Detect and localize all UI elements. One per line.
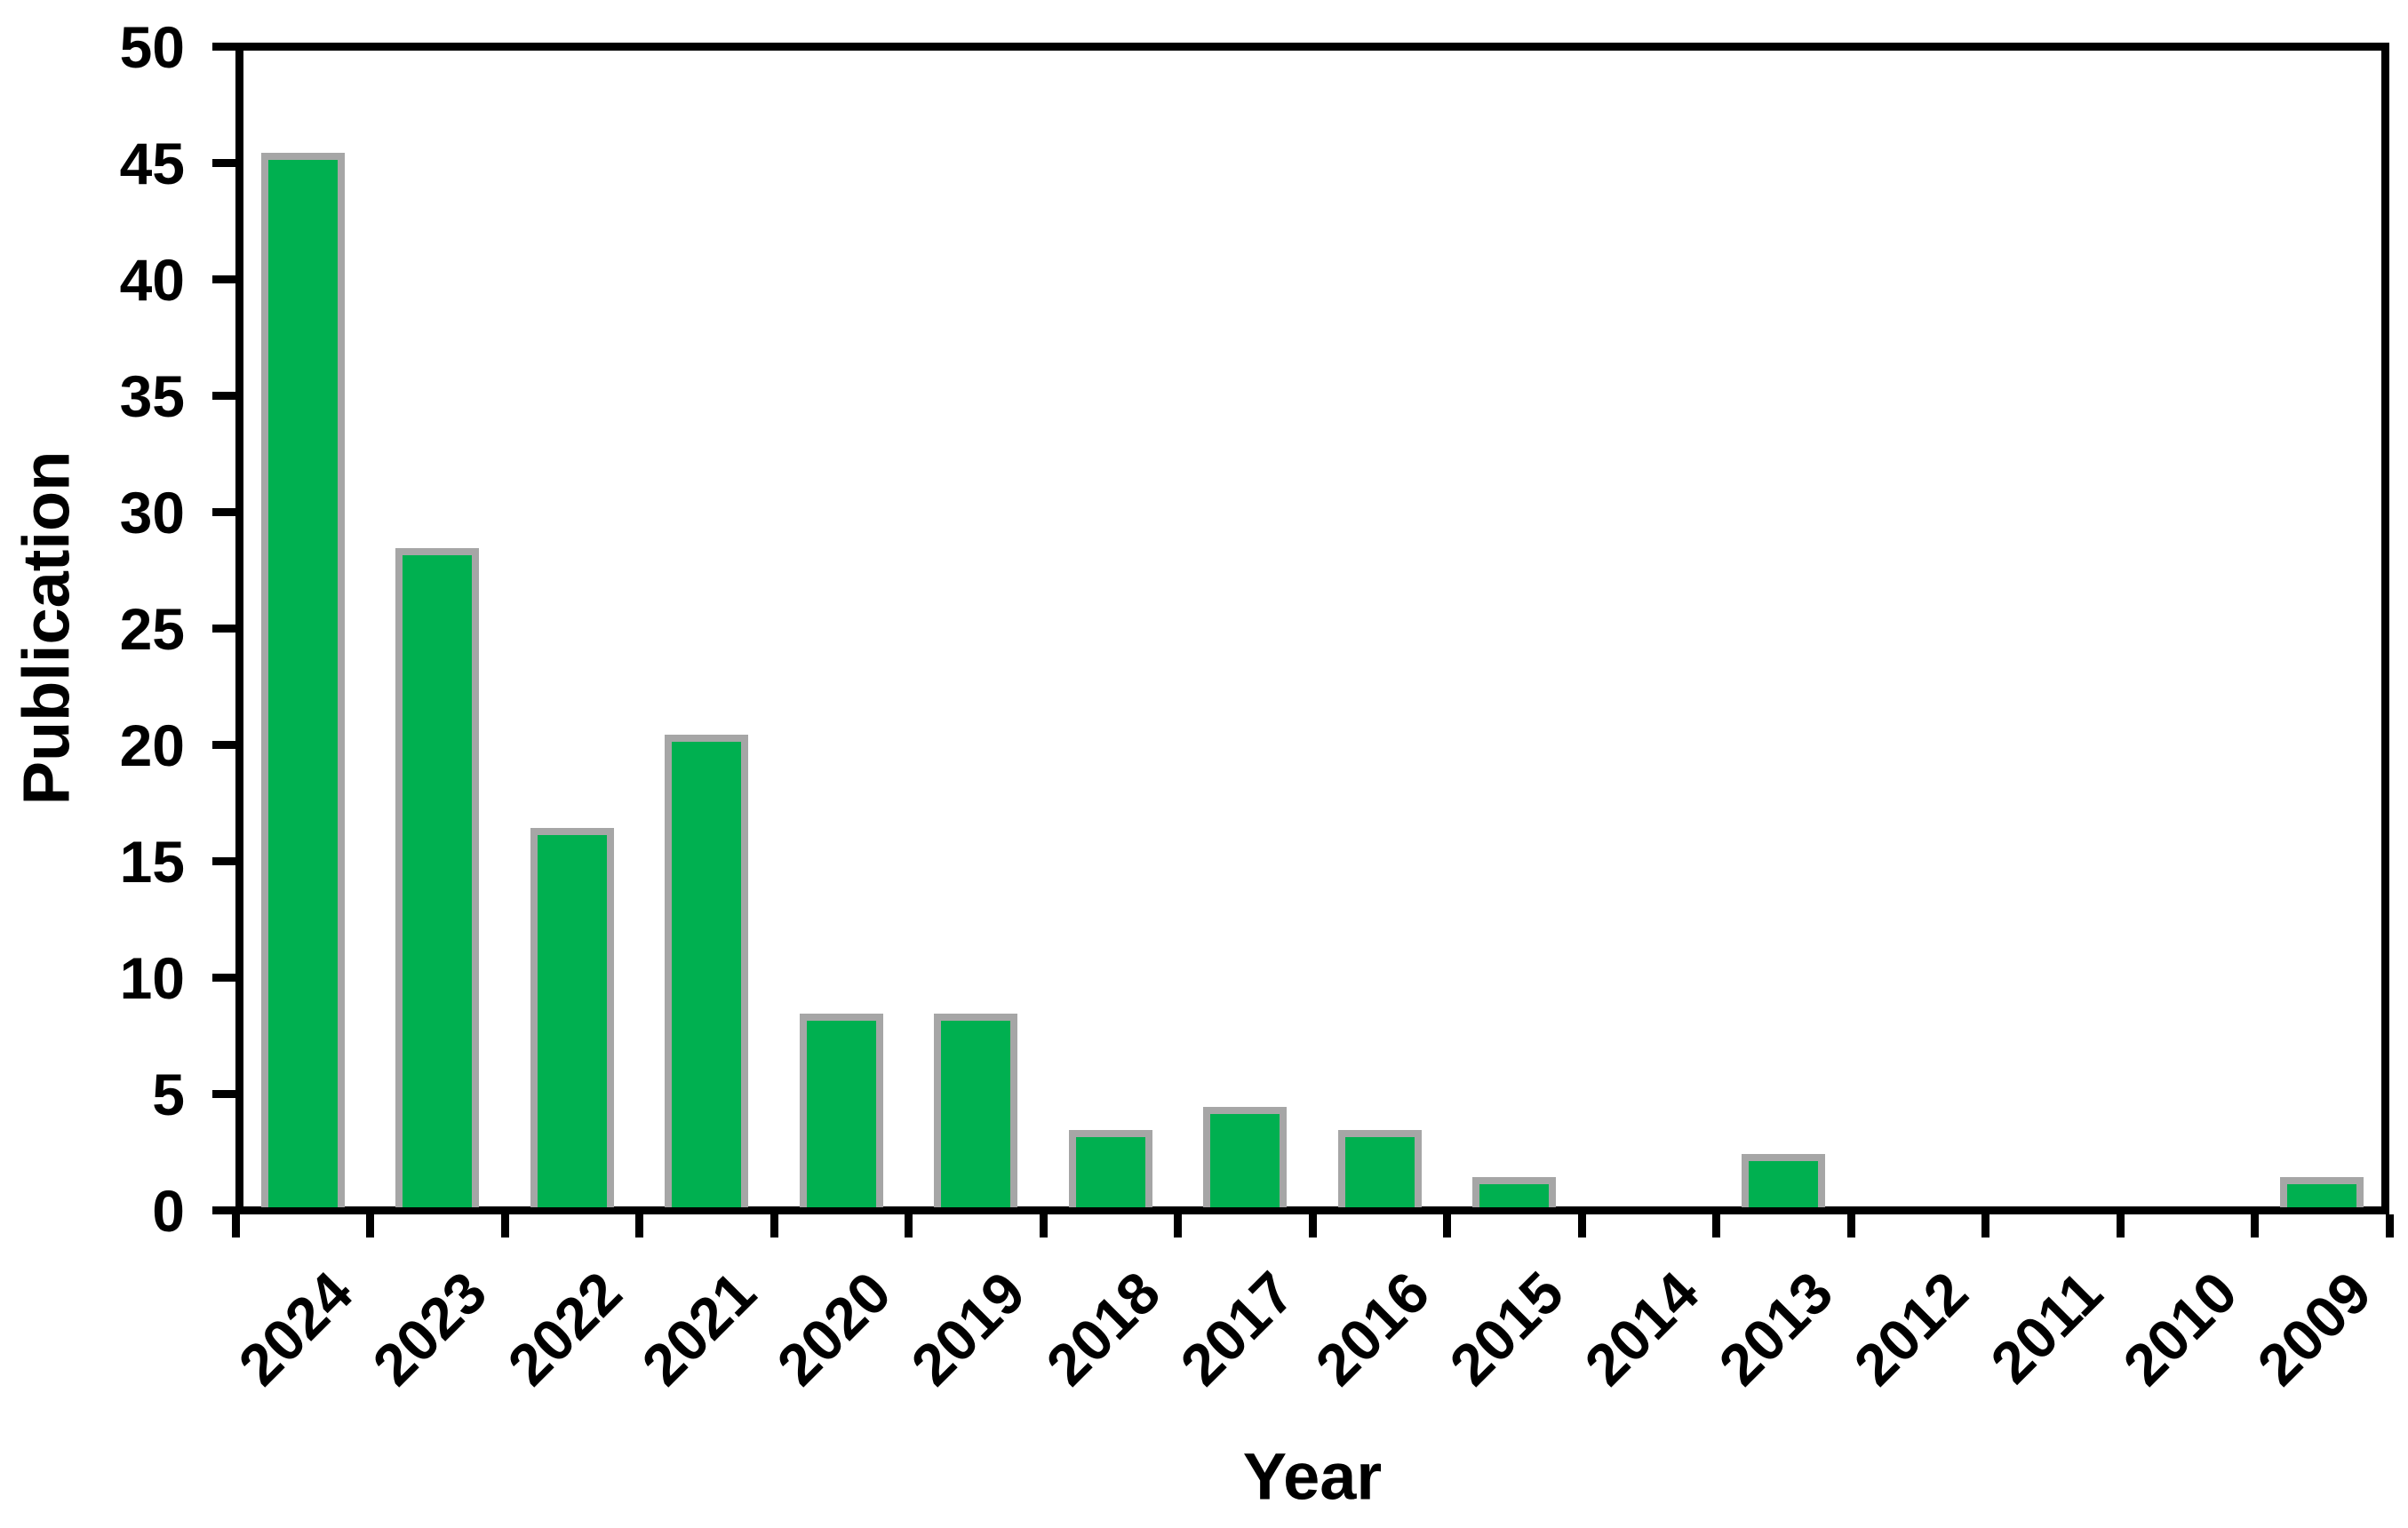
x-tick-mark-9	[1443, 1214, 1451, 1238]
y-tick-mark-40	[212, 275, 235, 283]
x-tick-label-2014: 2014	[1572, 1259, 1711, 1398]
x-tick-mark-15	[2251, 1214, 2259, 1238]
x-tick-label-2018: 2018	[1033, 1259, 1173, 1398]
x-tick-mark-6	[1039, 1214, 1048, 1238]
y-tick-label-50: 50	[119, 13, 185, 80]
x-tick-label-2012: 2012	[1841, 1259, 1981, 1398]
bar-2021	[665, 735, 749, 1207]
bar-2024	[260, 153, 345, 1207]
bar-2013	[1742, 1153, 1826, 1207]
x-tick-label-2019: 2019	[898, 1259, 1038, 1398]
x-tick-mark-8	[1308, 1214, 1317, 1238]
y-tick-label-5: 5	[152, 1061, 185, 1127]
y-tick-label-45: 45	[119, 130, 185, 196]
y-tick-mark-5	[212, 1090, 235, 1098]
x-tick-mark-3	[635, 1214, 643, 1238]
x-tick-label-2022: 2022	[495, 1259, 634, 1398]
y-tick-mark-30	[212, 508, 235, 516]
y-tick-mark-0	[212, 1206, 235, 1214]
y-tick-label-25: 25	[119, 595, 185, 662]
y-tick-label-15: 15	[119, 828, 185, 895]
x-tick-mark-10	[1577, 1214, 1586, 1238]
bar-2016	[1337, 1130, 1422, 1207]
bar-2018	[1068, 1130, 1152, 1207]
x-tick-mark-7	[1174, 1214, 1182, 1238]
x-tick-label-2015: 2015	[1437, 1259, 1576, 1398]
y-tick-label-10: 10	[119, 944, 185, 1011]
x-tick-mark-16	[2385, 1214, 2394, 1238]
x-tick-mark-12	[1846, 1214, 1855, 1238]
x-axis-title: Year	[1242, 1439, 1383, 1514]
x-tick-label-2013: 2013	[1706, 1259, 1846, 1398]
bar-2019	[934, 1014, 1018, 1207]
y-tick-mark-15	[212, 857, 235, 865]
bar-2017	[1203, 1107, 1288, 1207]
x-tick-mark-5	[905, 1214, 913, 1238]
x-tick-label-2020: 2020	[764, 1259, 904, 1398]
y-tick-mark-45	[212, 159, 235, 167]
x-tick-mark-4	[769, 1214, 778, 1238]
x-tick-mark-11	[1712, 1214, 1720, 1238]
x-tick-mark-2	[500, 1214, 509, 1238]
y-tick-mark-20	[212, 741, 235, 749]
x-tick-label-2009: 2009	[2245, 1259, 2384, 1398]
x-tick-label-2023: 2023	[360, 1259, 499, 1398]
x-tick-label-2010: 2010	[2110, 1259, 2250, 1398]
x-tick-mark-0	[231, 1214, 240, 1238]
bar-2020	[799, 1014, 883, 1207]
y-tick-label-40: 40	[119, 246, 185, 313]
x-tick-mark-14	[2116, 1214, 2125, 1238]
x-tick-label-2024: 2024	[226, 1259, 365, 1398]
y-tick-mark-35	[212, 392, 235, 400]
y-tick-mark-10	[212, 974, 235, 982]
x-tick-label-2017: 2017	[1168, 1259, 1307, 1398]
x-tick-label-2016: 2016	[1303, 1259, 1442, 1398]
x-tick-mark-13	[1981, 1214, 1989, 1238]
y-tick-label-0: 0	[152, 1177, 185, 1244]
y-tick-mark-50	[212, 43, 235, 51]
x-tick-label-2011: 2011	[1978, 1259, 2115, 1396]
bar-2023	[395, 548, 480, 1207]
x-tick-label-2021: 2021	[629, 1259, 769, 1398]
bar-2009	[2280, 1176, 2364, 1207]
bar-2015	[1472, 1176, 1557, 1207]
bar-2022	[530, 827, 614, 1207]
x-tick-mark-1	[366, 1214, 374, 1238]
y-tick-label-35: 35	[119, 362, 185, 429]
y-tick-label-30: 30	[119, 479, 185, 545]
y-tick-label-20: 20	[119, 712, 185, 778]
y-tick-mark-25	[212, 625, 235, 633]
